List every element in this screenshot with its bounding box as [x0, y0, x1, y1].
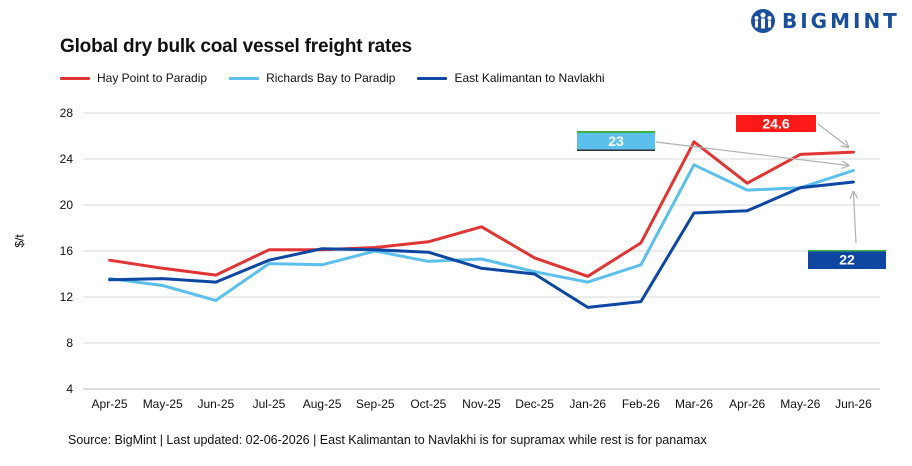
x-tick-label: Apr-25: [92, 397, 128, 411]
y-tick-label: 4: [66, 382, 73, 396]
series-line-1: [108, 163, 855, 302]
callout-label: 22: [839, 252, 855, 268]
legend-item-richards-bay: Richards Bay to Paradip: [229, 71, 395, 85]
series-line-0: [108, 140, 855, 278]
grid-layer: [83, 112, 880, 390]
callout-arrow: [655, 141, 848, 166]
legend-label-hay-point: Hay Point to Paradip: [97, 71, 208, 85]
chart-title: Global dry bulk coal vessel freight rate…: [60, 36, 412, 57]
callout-arrow: [853, 192, 856, 244]
x-tick-label: Oct-25: [410, 397, 446, 411]
x-tick-label: Jan-26: [569, 397, 606, 411]
callout-arrow: [817, 123, 848, 147]
brand-name: BIGMINT: [782, 9, 900, 33]
y-tick-label: 28: [60, 106, 74, 120]
y-tick-label: 12: [60, 290, 74, 304]
callout-box: [577, 131, 655, 151]
legend-item-east-kalimantan: East Kalimantan to Navlakhi: [417, 71, 605, 85]
callout-box: [736, 115, 816, 132]
brand-logo: BIGMINT: [750, 8, 900, 34]
source-note: Source: BigMint | Last updated: 02-06-20…: [68, 433, 707, 447]
y-tick-label: 8: [66, 336, 73, 350]
x-tick-label: Jun-26: [835, 397, 872, 411]
x-tick-label: Dec-25: [515, 397, 554, 411]
y-tick-labels: 4 8 12 16 20 24 28: [60, 106, 74, 396]
legend-label-east-kalimantan: East Kalimantan to Navlakhi: [454, 71, 605, 85]
callout-label: 24.6: [762, 116, 789, 132]
chart-legend: Hay Point to Paradip Richards Bay to Par…: [60, 71, 627, 85]
legend-label-richards-bay: Richards Bay to Paradip: [266, 71, 396, 85]
y-tick-label: 24: [60, 152, 74, 166]
legend-swatch-hay-point: [60, 76, 90, 80]
x-tick-label: Feb-26: [622, 397, 660, 411]
legend-swatch-richards-bay: [229, 76, 260, 80]
y-tick-label: 20: [60, 198, 74, 212]
x-tick-label: Sep-25: [356, 397, 395, 411]
y-tick-label: 16: [60, 244, 74, 258]
x-tick-label: Nov-25: [462, 397, 501, 411]
x-tick-label: May-25: [143, 397, 183, 411]
x-tick-label: Aug-25: [303, 397, 342, 411]
callout-box-border: [577, 131, 655, 133]
x-tick-label: May-26: [780, 397, 820, 411]
callout-box-border: [577, 149, 655, 151]
callouts: 24.6 23 22: [577, 115, 886, 269]
x-tick-labels: Apr-25 May-25 Jun-25 Jul-25 Aug-25 Sep-25 Oct-…: [92, 397, 873, 411]
x-tick-label: Apr-26: [729, 397, 765, 411]
bigmint-logo-icon: [751, 9, 775, 33]
series-lines: [108, 140, 855, 309]
series-line-2: [108, 180, 855, 309]
callout-label: 23: [608, 133, 624, 149]
legend-item-hay-point: Hay Point to Paradip: [60, 71, 207, 85]
callout-box: [808, 250, 886, 269]
x-tick-label: Jun-25: [197, 397, 234, 411]
x-tick-label: Jul-25: [253, 397, 286, 411]
callout-box-border: [808, 250, 886, 252]
legend-swatch-east-kalimantan: [417, 76, 448, 80]
x-tick-label: Mar-26: [675, 397, 713, 411]
